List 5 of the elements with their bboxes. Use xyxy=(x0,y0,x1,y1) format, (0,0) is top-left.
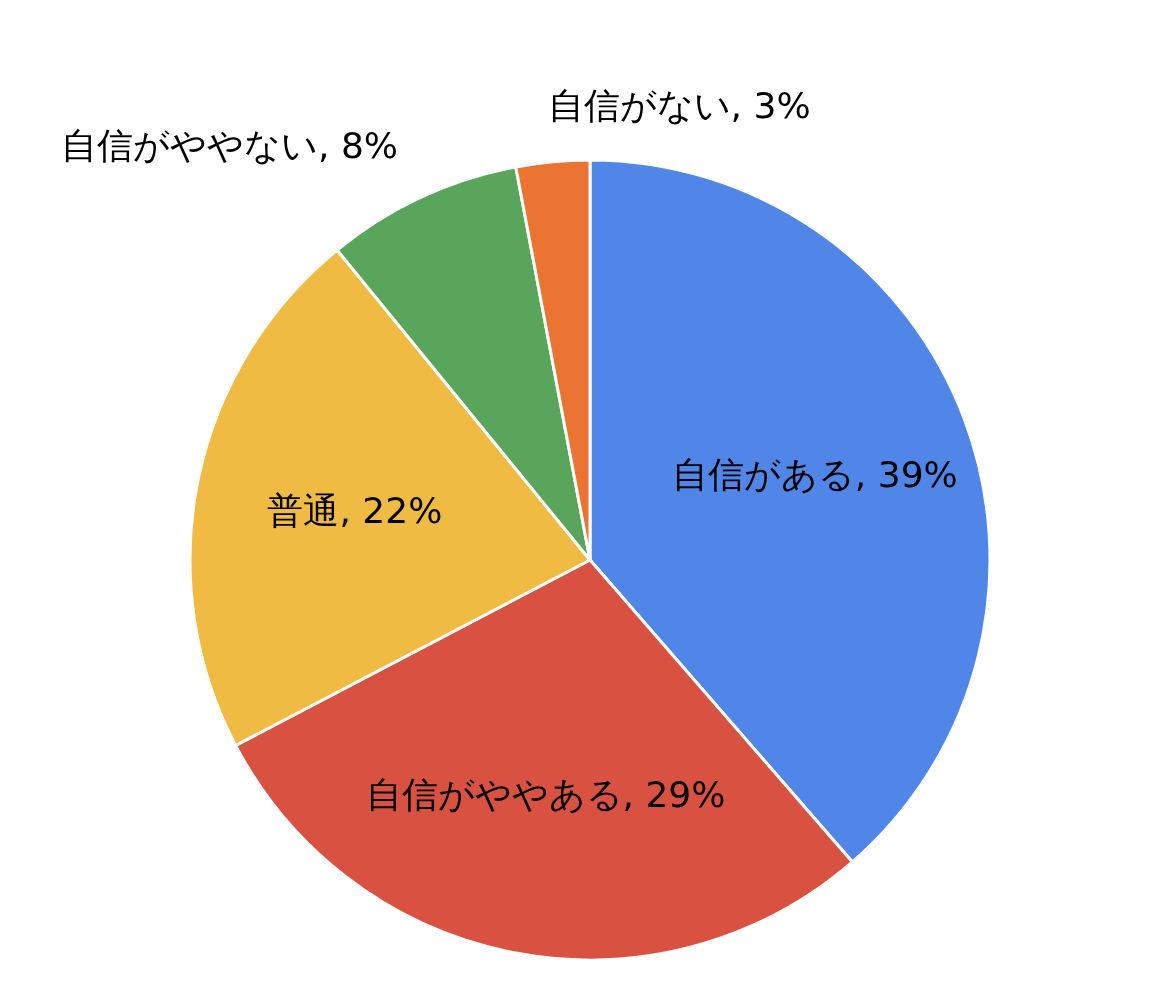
slice-label: 自信がややある, 29% xyxy=(365,773,726,815)
slice-label: 自信がある, 39% xyxy=(671,453,958,495)
slice-label: 自信がない, 3% xyxy=(547,84,811,126)
slice-label: 自信がややない, 8% xyxy=(61,125,399,167)
slice-label: 普通, 22% xyxy=(267,489,443,531)
